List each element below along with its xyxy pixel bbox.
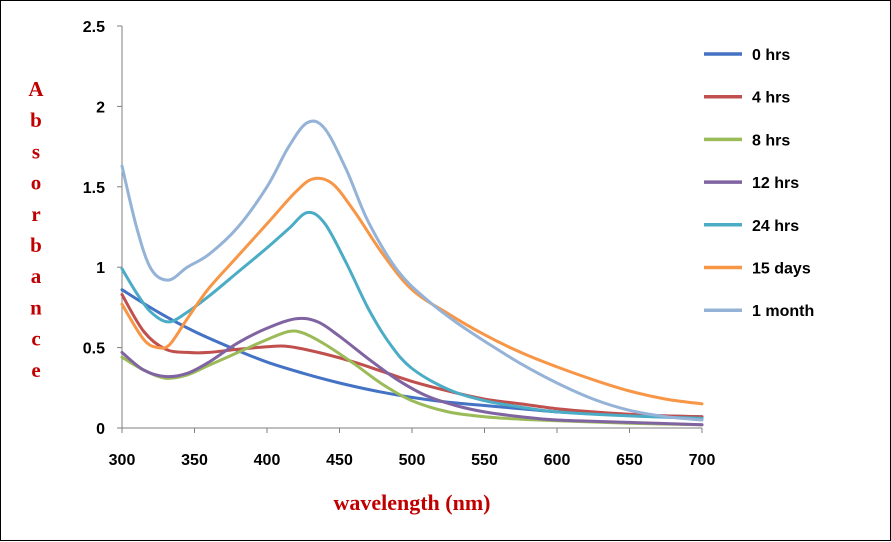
y-tick-label: 2.5: [83, 19, 105, 36]
y-tick-label: 0.5: [83, 341, 105, 358]
y-axis-title-letter: a: [31, 264, 42, 288]
y-axis-title-letter: r: [31, 202, 40, 226]
x-tick-label: 650: [616, 452, 643, 469]
y-tick-label: 2: [96, 99, 105, 116]
x-tick-label: 700: [689, 452, 716, 469]
y-tick-label: 1: [96, 260, 105, 277]
x-tick-label: 400: [254, 452, 281, 469]
y-tick-label: 0: [96, 421, 105, 438]
legend-label-5: 24 hrs: [752, 218, 799, 235]
y-axis-title-letter: c: [31, 327, 40, 351]
legend-label-4: 12 hrs: [752, 175, 799, 192]
series-line-5: [120, 210, 704, 420]
series-line-7: [120, 119, 704, 422]
y-axis-title-letter: A: [28, 77, 44, 101]
x-tick-label: 450: [326, 452, 353, 469]
x-axis-title: wavelength (nm): [333, 490, 490, 515]
y-axis-title-letter: b: [30, 108, 42, 132]
legend: 0 hrs 4 hrs 8 hrs 12 hrs 24 hrs 15 days 1 mont…: [704, 47, 814, 320]
x-tick-label: 550: [471, 452, 498, 469]
series-line-3: [120, 329, 704, 427]
y-axis-title-letter: s: [32, 139, 40, 163]
legend-label-7: 1 month: [752, 303, 814, 320]
y-axis-title-letter: b: [30, 233, 42, 257]
y-axis-title-letter: o: [31, 171, 42, 195]
y-axis-title-letter: e: [31, 358, 40, 382]
y-axis-title-letter: n: [30, 295, 42, 319]
axes: 0 0.5 1 1.5 2 2.5 300 350 400 450 500 550 600 650 700: [83, 19, 716, 469]
plot-area: [120, 119, 704, 427]
x-tick-label: 500: [399, 452, 426, 469]
x-tick-label: 350: [181, 452, 208, 469]
series-line-4: [120, 316, 704, 427]
legend-label-2: 4 hrs: [752, 90, 790, 107]
x-tick-label: 300: [109, 452, 136, 469]
series-line-6: [120, 176, 704, 406]
legend-label-6: 15 days: [752, 261, 811, 278]
y-tick-label: 1.5: [83, 180, 105, 197]
legend-label-1: 0 hrs: [752, 47, 790, 64]
x-tick-label: 600: [544, 452, 571, 469]
legend-label-3: 8 hrs: [752, 132, 790, 149]
